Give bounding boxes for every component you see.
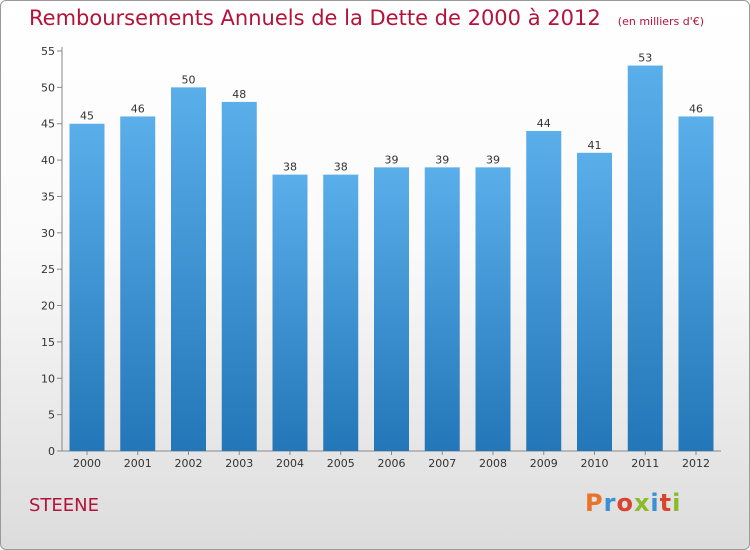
x-tick-label-2001: 2001	[124, 457, 152, 470]
x-tick-label-2000: 2000	[73, 457, 101, 470]
logo-letter: P	[585, 489, 604, 517]
bar-2000	[69, 123, 105, 452]
bar-2004	[272, 174, 308, 452]
y-tick-label: 55	[41, 45, 55, 58]
data-label-2011: 53	[638, 52, 652, 65]
x-tick-label-2012: 2012	[682, 457, 710, 470]
logo-letter: r	[603, 489, 617, 517]
bar-2005	[323, 174, 359, 452]
data-label-2010: 41	[588, 139, 602, 152]
x-tick-label-2010: 2010	[581, 457, 609, 470]
bar-2011	[627, 65, 663, 451]
x-tick-label-2009: 2009	[530, 457, 558, 470]
commune-name: STEENE	[29, 495, 100, 516]
y-tick-label: 25	[41, 263, 55, 276]
y-tick-label: 35	[41, 190, 55, 203]
data-label-2004: 38	[283, 161, 297, 174]
data-label-2009: 44	[537, 117, 551, 130]
logo-letter: o	[616, 489, 634, 517]
logo-letter: i	[650, 489, 660, 517]
logo-letter: t	[659, 489, 673, 517]
data-label-2000: 45	[80, 110, 94, 123]
y-tick-label: 50	[41, 81, 55, 94]
bar-2002	[171, 87, 206, 451]
proxiti-logo: Proxiti	[585, 489, 681, 517]
x-tick-label-2003: 2003	[225, 457, 253, 470]
logo-letter: x	[633, 489, 651, 517]
bar-2009	[526, 131, 562, 451]
bar-2003	[221, 101, 257, 451]
data-label-2002: 50	[182, 73, 196, 86]
x-tick-label-2002: 2002	[175, 457, 203, 470]
chart-subtitle: (en milliers d'€)	[617, 15, 705, 28]
bar-2008	[475, 167, 511, 451]
x-tick-label-2008: 2008	[479, 457, 507, 470]
y-tick-label: 30	[41, 227, 55, 240]
y-tick-label: 45	[41, 118, 55, 131]
y-tick-label: 10	[41, 372, 55, 385]
y-tick-label: 20	[41, 300, 55, 313]
x-tick-label-2005: 2005	[327, 457, 355, 470]
data-label-2012: 46	[689, 102, 703, 115]
data-label-2001: 46	[131, 102, 145, 115]
title-row: Remboursements Annuels de la Dette de 20…	[29, 6, 704, 30]
y-tick-label: 5	[48, 409, 55, 422]
bar-2012	[678, 116, 714, 452]
bar-2006	[374, 167, 409, 451]
bar-2007	[424, 167, 460, 451]
data-label-2007: 39	[435, 153, 449, 166]
y-tick-label: 0	[48, 445, 55, 458]
y-tick-label: 15	[41, 336, 55, 349]
data-label-2003: 48	[232, 88, 246, 101]
bar-2001	[120, 116, 156, 452]
bar-2010	[577, 152, 612, 451]
x-tick-label-2006: 2006	[378, 457, 406, 470]
logo-letter: i	[672, 489, 682, 517]
y-tick-label: 40	[41, 154, 55, 167]
x-tick-label-2004: 2004	[276, 457, 304, 470]
x-tick-label-2007: 2007	[428, 457, 456, 470]
x-tick-label-2011: 2011	[631, 457, 659, 470]
data-label-2005: 38	[334, 161, 348, 174]
data-label-2006: 39	[385, 153, 399, 166]
data-label-2008: 39	[486, 153, 500, 166]
chart-title: Remboursements Annuels de la Dette de 20…	[29, 6, 601, 30]
